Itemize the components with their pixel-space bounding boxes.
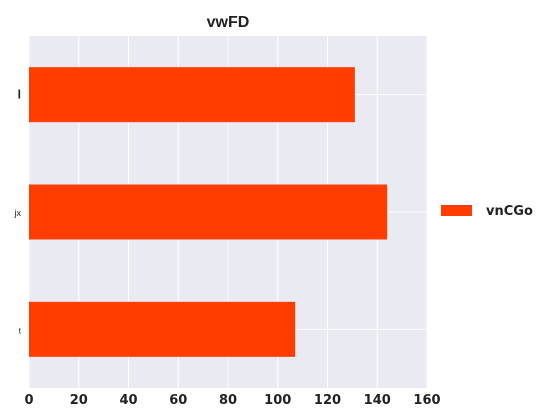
x-tick-label: 120 [314, 393, 341, 408]
bars [29, 67, 388, 357]
x-tick-label: 80 [219, 393, 237, 408]
x-tick-label: 20 [70, 393, 88, 408]
x-tick-label: 0 [24, 393, 33, 408]
y-tick-label: t [19, 326, 22, 335]
legend: vnCGo [441, 204, 533, 219]
x-tick-label: 40 [119, 393, 137, 408]
legend-label: vnCGo [486, 204, 533, 219]
bar [29, 301, 296, 357]
x-tick-labels: 0 20 40 60 80 100 120 140 160 [24, 393, 440, 408]
x-tick-label: 100 [264, 393, 291, 408]
x-tick-label: 60 [169, 393, 187, 408]
x-tick-label: 140 [364, 393, 391, 408]
y-tick-label: jx [14, 208, 22, 218]
bar [29, 67, 355, 123]
y-tick-label: l [18, 88, 21, 102]
legend-swatch [441, 205, 472, 216]
chart-title: vwFD [207, 14, 250, 31]
bar [29, 184, 388, 240]
x-tick-label: 160 [413, 393, 440, 408]
y-tick-labels: l jx t [14, 88, 22, 336]
